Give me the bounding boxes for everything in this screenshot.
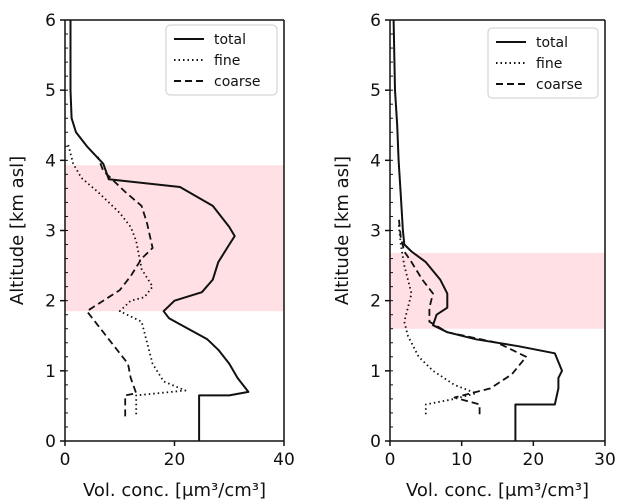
- x-tick-label: 20: [164, 450, 186, 470]
- legend-label-fine: fine: [536, 56, 562, 72]
- y-tick-label: 4: [45, 151, 56, 171]
- y-tick-label: 5: [45, 81, 56, 101]
- y-tick-label: 6: [370, 11, 381, 31]
- x-tick-label: 10: [451, 450, 473, 470]
- y-tick-label: 1: [370, 362, 381, 382]
- y-tick-label: 3: [45, 222, 56, 242]
- series-lines-left: [66, 20, 250, 441]
- shaded-band-right: [390, 252, 605, 329]
- y-tick-label: 1: [45, 362, 56, 382]
- legend-label-total: total: [214, 32, 246, 48]
- y-axis-label: Altitude [km asl]: [332, 156, 353, 305]
- legend-right: total fine coarse: [487, 27, 599, 99]
- x-tick-label: 40: [273, 450, 295, 470]
- axes-left: 0 1 2 3 4 5 6 0 20 40 Vol. conc. [μm³/cm³] Altitude…: [7, 11, 295, 501]
- x-axis-label: Vol. conc. [μm³/cm³]: [406, 480, 589, 501]
- legend-left: total fine coarse: [165, 24, 278, 96]
- y-tick-label: 2: [370, 292, 381, 312]
- y-tick-label: 6: [45, 11, 56, 31]
- series-line-total: [69, 20, 250, 441]
- y-tick-label: 0: [45, 432, 56, 452]
- legend-box: [487, 27, 599, 99]
- panel-left-chart: 0 1 2 3 4 5 6 0 20 40 Vol. conc. [μm³/cm³] Altitude…: [7, 11, 295, 501]
- series-line-coarse: [397, 216, 528, 415]
- legend-label-fine: fine: [214, 53, 240, 69]
- legend-label-total: total: [536, 35, 568, 51]
- shaded-band-left: [65, 165, 284, 312]
- y-tick-label: 0: [370, 432, 381, 452]
- y-tick-label: 4: [370, 151, 381, 171]
- y-tick-label: 3: [370, 222, 381, 242]
- x-axis-label: Vol. conc. [μm³/cm³]: [83, 480, 266, 501]
- y-axis-label: Altitude [km asl]: [7, 156, 28, 305]
- legend-label-coarse: coarse: [214, 74, 261, 90]
- legend-box: [165, 24, 278, 96]
- series-lines-right: [392, 19, 563, 441]
- legend-label-coarse: coarse: [536, 77, 583, 93]
- series-line-fine: [397, 223, 477, 415]
- series-line-total: [392, 19, 563, 441]
- y-tick-label: 5: [370, 81, 381, 101]
- y-tick-label: 2: [45, 292, 56, 312]
- x-tick-label: 0: [60, 450, 71, 470]
- series-line-coarse: [86, 156, 154, 417]
- x-tick-label: 0: [385, 450, 396, 470]
- x-tick-label: 20: [523, 450, 545, 470]
- x-tick-label: 30: [594, 450, 616, 470]
